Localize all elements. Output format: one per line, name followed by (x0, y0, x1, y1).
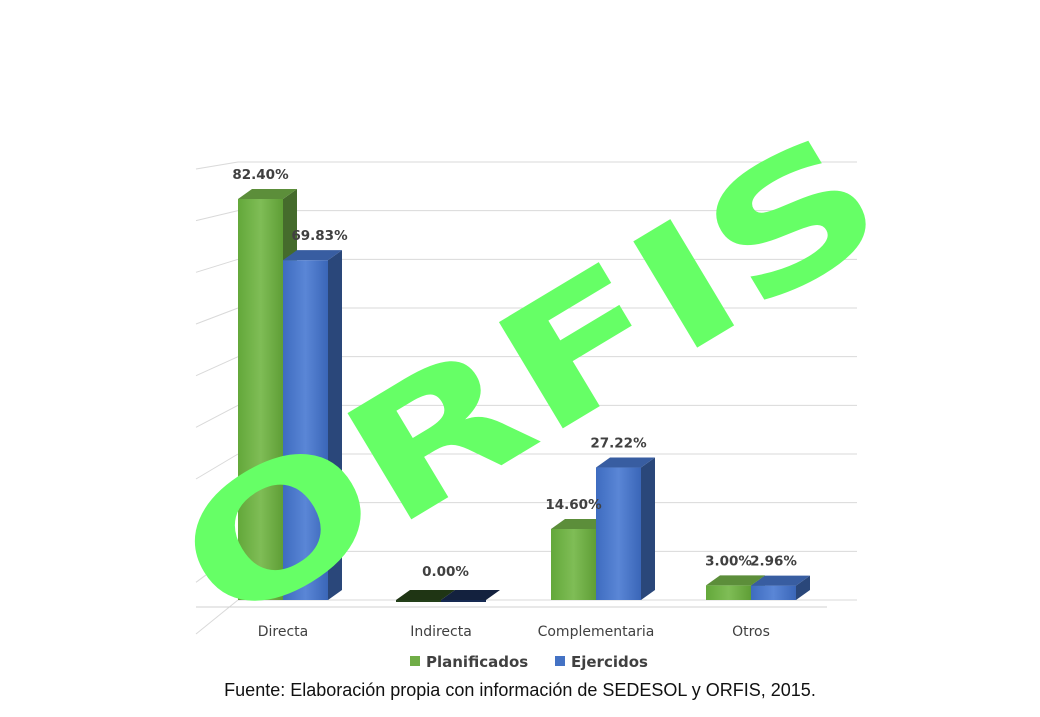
bar-front (706, 585, 751, 600)
gridline-side (195, 210, 239, 222)
gridline-side (195, 307, 239, 325)
bar-front (441, 600, 486, 602)
gridline-side (195, 404, 239, 428)
bar-side (796, 575, 810, 600)
gridline-side (195, 550, 239, 583)
x-tick-label: Directa (258, 624, 309, 640)
bar-ejercidos-otros (751, 575, 810, 600)
bar-front (751, 585, 796, 600)
bar-planificados-indirecta (396, 590, 455, 602)
data-label: 69.83% (291, 228, 348, 244)
x-tick-label: Complementaria (538, 624, 655, 640)
bar-front (396, 600, 441, 602)
bar-side (328, 250, 342, 601)
x-axis: Directa Indirecta Complementaria Otros (258, 624, 770, 640)
bar-top (238, 188, 297, 199)
data-labels: 82.40% 69.83% 0.00% 14.60% 27.22% 3.00%2.96% (232, 167, 797, 580)
bar-front (596, 467, 641, 600)
legend-label-ejercidos: Ejercidos (571, 653, 648, 671)
bar-top (551, 518, 610, 529)
bar-side (641, 457, 655, 600)
gridline-side (195, 356, 239, 377)
data-label: 82.40% (232, 167, 289, 183)
bar-front (283, 260, 328, 600)
data-label: 0.00% (422, 564, 469, 580)
x-tick-label: Otros (732, 624, 770, 640)
bar-top (396, 590, 455, 600)
data-label: 3.00% (705, 553, 752, 569)
bar-top (596, 457, 655, 468)
legend: Planificados Ejercidos (410, 653, 648, 671)
x-tick-label: Indirecta (410, 624, 472, 640)
bar-ejercidos-complementaria (596, 457, 655, 600)
gridline-side (195, 258, 239, 273)
bars (238, 188, 810, 602)
data-label: 27.22% (590, 436, 647, 452)
data-label: 14.60% (545, 497, 602, 513)
data-label: 2.96% (750, 554, 797, 570)
bar-ejercidos-indirecta (441, 590, 500, 602)
legend-swatch-planificados (410, 656, 420, 666)
gridline-side (195, 599, 239, 635)
bar-top (706, 575, 765, 586)
gridline-side (195, 453, 239, 480)
gridline-side (195, 502, 239, 532)
bar-front (551, 528, 596, 600)
bar-top (751, 575, 810, 586)
source-caption: Fuente: Elaboración propia con informaci… (224, 680, 816, 700)
bar-top (283, 250, 342, 261)
bar-top (441, 590, 500, 600)
gridline-side (195, 161, 239, 170)
legend-swatch-ejercidos (555, 656, 565, 666)
bar-ejercidos-directa (283, 250, 342, 601)
legend-label-planificados: Planificados (426, 653, 528, 671)
bar-front (238, 198, 283, 600)
